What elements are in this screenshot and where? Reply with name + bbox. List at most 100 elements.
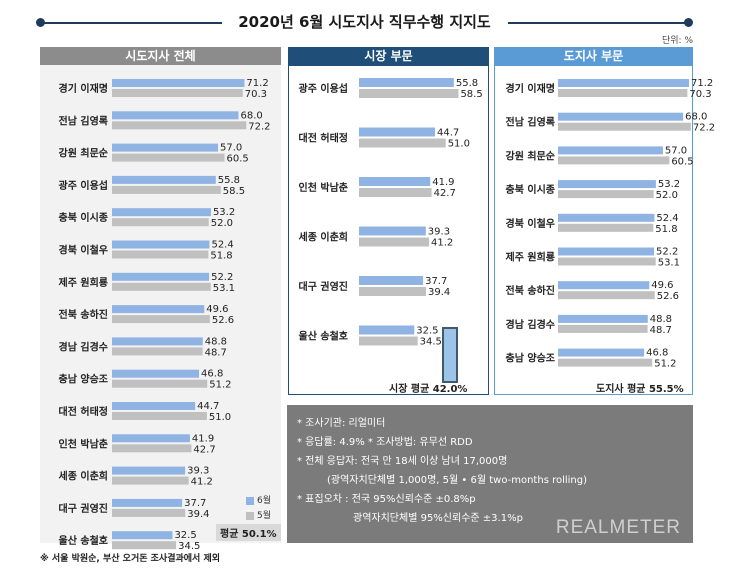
overall-bar-june <box>112 240 210 249</box>
note-line: * 전체 응답자: 전국 만 18세 이상 남녀 17,000명 <box>297 456 508 467</box>
overall-category-label: 전남 김영록 <box>59 114 108 127</box>
governor-value-june: 53.2 <box>658 179 680 190</box>
overall-bar-may <box>112 282 211 291</box>
overall-value-may: 51.2 <box>209 380 231 391</box>
governor-category-label: 경기 이재명 <box>506 82 555 95</box>
legend-may: 5월 <box>246 508 271 521</box>
mayor-value-may: 34.5 <box>420 337 442 348</box>
governor-value-may: 51.8 <box>655 224 677 235</box>
overall-category-label: 충북 이시종 <box>59 211 108 224</box>
overall-bar-june <box>112 498 183 507</box>
mayor-category-label: 울산 송철호 <box>299 330 348 343</box>
panel-box-governor <box>494 65 693 395</box>
overall-value-june: 49.6 <box>206 304 228 315</box>
overall-bar-june <box>112 111 239 120</box>
overall-category-label: 울산 송철호 <box>59 534 108 547</box>
overall-bar-may <box>112 476 189 485</box>
governor-value-june: 49.6 <box>651 280 673 291</box>
overall-value-may: 48.7 <box>205 347 227 358</box>
overall-bar-june <box>112 434 190 443</box>
overall-value-may: 53.1 <box>213 283 235 294</box>
governor-bar-may <box>558 358 653 367</box>
overall-value-june: 52.2 <box>211 272 233 283</box>
overall-bar-june <box>112 402 196 410</box>
governor-bar-june <box>558 348 645 357</box>
governor-value-may: 52.0 <box>656 190 678 201</box>
overall-value-may: 52.6 <box>212 315 234 326</box>
overall-bar-may <box>112 218 209 227</box>
mayor-bar-june <box>359 177 431 186</box>
overall-value-may: 60.5 <box>227 154 249 165</box>
governor-value-may: 72.2 <box>693 123 715 134</box>
governor-category-label: 충북 이시종 <box>506 183 555 196</box>
mayor-value-may: 41.2 <box>431 238 453 249</box>
overall-bar-may <box>112 153 225 162</box>
overall-bar-june <box>112 531 173 540</box>
governor-bar-june <box>558 146 663 155</box>
overall-value-may: 34.5 <box>178 541 200 552</box>
overall-bar-june <box>112 337 203 346</box>
overall-value-may: 70.3 <box>245 89 267 100</box>
governor-value-may: 53.1 <box>658 258 680 269</box>
mayor-value-may: 58.5 <box>460 89 482 100</box>
overall-category-label: 경기 이재명 <box>59 82 108 95</box>
governor-value-june: 68.0 <box>685 112 707 123</box>
overall-category-label: 인천 박남춘 <box>59 437 108 450</box>
governor-bar-may <box>558 190 654 199</box>
mayor-bar-may <box>359 138 446 148</box>
overall-bar-june <box>112 208 211 217</box>
governor-category-label: 전북 송하진 <box>506 284 555 297</box>
governor-bar-may <box>558 156 670 165</box>
mayor-value-june: 41.9 <box>432 177 454 188</box>
overall-value-june: 48.8 <box>205 336 227 347</box>
governor-category-label: 경북 이철우 <box>506 217 555 230</box>
mayor-value-june: 32.5 <box>416 326 438 337</box>
overall-value-june: 57.0 <box>220 143 242 154</box>
overall-value-may: 72.2 <box>248 121 270 132</box>
mayor-category-label: 세종 이춘희 <box>299 231 348 244</box>
note-line: 광역자치단체별 95%신뢰수준 ±3.1%p <box>353 513 523 524</box>
title-left-dot <box>36 18 45 27</box>
overall-category-label: 충남 양승조 <box>59 373 108 386</box>
governor-value-june: 52.4 <box>656 213 678 224</box>
legend-may-label: 5월 <box>257 511 272 521</box>
governor-bar-may <box>558 89 688 97</box>
note-line: * 조사기관: 리얼미터 <box>297 418 386 429</box>
governor-category-label: 충남 양승조 <box>506 352 555 365</box>
unit-label: 단위: % <box>661 36 693 46</box>
mayor-value-june: 55.8 <box>456 78 478 89</box>
mayor-bar-may <box>359 287 426 296</box>
governor-value-june: 46.8 <box>646 348 668 359</box>
footnote: ※ 서울 박원순, 부산 오거돈 조사결과에서 제외 <box>40 554 221 564</box>
mayor-value-may: 39.4 <box>428 287 450 298</box>
realmeter-logo: REALMETER <box>555 517 681 538</box>
average-overall: 평균 50.1% <box>216 524 281 541</box>
governor-value-june: 48.8 <box>650 314 672 325</box>
governor-value-may: 52.6 <box>657 291 679 302</box>
governor-bar-june <box>558 314 648 323</box>
legend-june: 6월 <box>246 493 271 506</box>
governor-bar-june <box>558 247 655 256</box>
governor-bar-may <box>558 291 655 300</box>
mayor-category-label: 인천 박남춘 <box>299 181 348 194</box>
overall-value-june: 37.7 <box>184 498 206 509</box>
overall-value-june: 52.4 <box>211 240 233 251</box>
mayor-value-may: 51.0 <box>448 139 470 150</box>
title-left-line <box>44 22 222 24</box>
panel-head-mayor: 시장 부문 <box>288 47 489 65</box>
overall-value-june: 44.7 <box>197 401 219 412</box>
governor-bar-june <box>558 213 655 222</box>
governor-category-label: 전남 김영록 <box>506 116 555 129</box>
overall-category-label: 전북 송하진 <box>59 308 108 321</box>
governor-value-may: 48.7 <box>650 325 672 336</box>
overall-bar-may <box>112 444 192 453</box>
overall-bar-may <box>112 315 210 324</box>
overall-category-label: 경남 김경수 <box>59 340 108 353</box>
overall-category-label: 대구 권영진 <box>59 502 108 515</box>
overall-value-may: 51.0 <box>209 412 231 423</box>
legend-may-swatch <box>246 511 254 520</box>
title-row: 2020년 6월 시도지사 직무수행 지지도 <box>0 0 729 44</box>
title-right-dot <box>684 18 693 27</box>
overall-category-label: 강원 최문순 <box>59 147 108 160</box>
panel-box-mayor <box>288 65 489 395</box>
